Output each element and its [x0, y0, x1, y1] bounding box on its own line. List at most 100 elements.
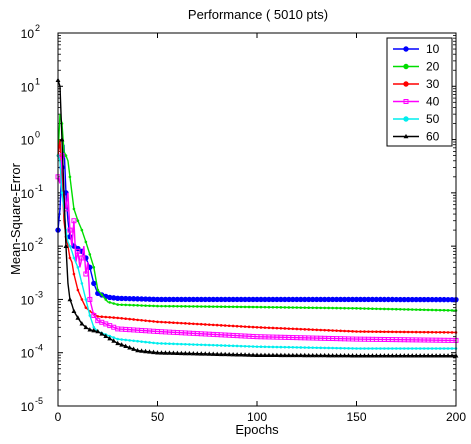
data-point [148, 319, 151, 323]
data-point [176, 304, 179, 308]
data-point [124, 303, 127, 307]
data-point [279, 306, 283, 309]
data-point [188, 343, 191, 346]
data-point [405, 353, 411, 358]
data-point [196, 305, 199, 308]
data-point [127, 345, 133, 350]
series-60 [55, 77, 459, 358]
data-point [426, 330, 430, 334]
data-point [315, 306, 319, 310]
data-point [172, 304, 175, 308]
data-point [319, 346, 322, 350]
data-point [402, 347, 406, 350]
data-point [259, 305, 263, 309]
data-point [218, 351, 224, 357]
data-point [186, 350, 192, 356]
data-point [374, 353, 379, 358]
data-point [449, 353, 455, 358]
data-point [68, 175, 72, 179]
data-point [243, 344, 247, 348]
data-point [83, 271, 89, 277]
data-point [274, 352, 280, 358]
y-tick-label: 10 [21, 293, 35, 307]
data-point [259, 326, 263, 329]
data-point [246, 352, 252, 357]
data-point [84, 240, 88, 244]
data-point [120, 316, 123, 320]
data-point [307, 306, 311, 310]
data-point [168, 304, 171, 308]
data-point [355, 330, 358, 333]
data-point [231, 344, 235, 348]
data-point [275, 305, 279, 309]
data-point [79, 321, 85, 326]
data-point [71, 308, 77, 314]
data-point [239, 305, 243, 309]
data-point [184, 322, 187, 325]
data-point [375, 330, 378, 333]
data-point [107, 336, 113, 341]
data-point [88, 314, 92, 317]
data-point [143, 348, 148, 354]
data-point [387, 347, 390, 350]
data-point [322, 352, 328, 358]
data-point [418, 347, 422, 350]
data-point [283, 306, 287, 309]
data-point [363, 307, 366, 310]
data-point [434, 330, 438, 334]
data-point [354, 353, 359, 358]
y-tick-exponent: -3 [35, 289, 43, 299]
data-point [410, 308, 414, 311]
data-point [75, 248, 81, 254]
data-point [203, 323, 207, 326]
data-point [255, 325, 259, 329]
data-point [222, 351, 228, 357]
data-point [406, 308, 410, 311]
data-point [275, 345, 279, 349]
data-point [327, 329, 330, 332]
data-point [377, 353, 383, 358]
data-point [403, 81, 409, 87]
data-point [119, 342, 125, 347]
data-point [306, 352, 312, 358]
data-point [235, 305, 239, 309]
data-point [199, 322, 203, 326]
data-point [393, 353, 399, 358]
data-point [271, 305, 275, 309]
data-point [258, 352, 264, 357]
data-point [298, 352, 304, 358]
y-tick-exponent: -5 [35, 396, 43, 406]
data-point [155, 350, 160, 355]
data-point [227, 344, 231, 348]
data-point [282, 352, 288, 358]
y-tick-exponent: -2 [35, 236, 43, 246]
data-point [100, 293, 104, 297]
data-point [347, 347, 350, 350]
data-point [192, 322, 195, 326]
data-point [219, 344, 223, 347]
data-point [227, 305, 231, 309]
data-point [367, 330, 370, 333]
data-point [359, 307, 362, 310]
data-point [311, 328, 315, 331]
data-point [434, 347, 438, 350]
data-point [299, 327, 303, 331]
legend-item-40: 40 [393, 95, 440, 109]
x-tick-label: 100 [247, 410, 267, 424]
data-point [426, 308, 430, 312]
data-point [283, 327, 287, 330]
data-point [112, 316, 116, 319]
data-point [346, 353, 351, 358]
y-tick-exponent: -1 [35, 183, 43, 193]
data-point [326, 352, 332, 358]
data-point [163, 350, 168, 355]
data-point [359, 330, 362, 333]
data-point [124, 317, 127, 320]
data-point [235, 324, 239, 328]
data-point [442, 308, 446, 312]
data-point [303, 346, 307, 349]
data-point [96, 315, 100, 318]
data-point [291, 346, 295, 349]
data-point [132, 303, 135, 307]
